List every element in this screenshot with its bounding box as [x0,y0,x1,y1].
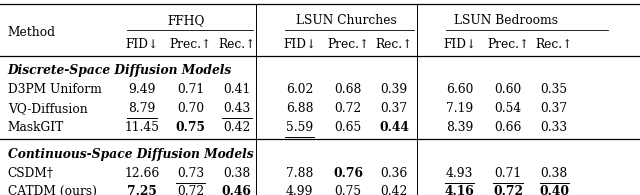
Text: 0.72: 0.72 [335,102,362,115]
Text: Rec.↑: Rec.↑ [376,38,413,51]
Text: FID↓: FID↓ [283,38,316,51]
Text: FID↓: FID↓ [443,38,476,51]
Text: 9.49: 9.49 [129,83,156,96]
Text: 0.75: 0.75 [335,185,362,195]
Text: D3PM Uniform: D3PM Uniform [8,83,102,96]
Text: 6.60: 6.60 [446,83,473,96]
Text: 0.60: 0.60 [495,83,522,96]
Text: 8.39: 8.39 [446,121,473,134]
Text: 0.46: 0.46 [222,185,252,195]
Text: 0.38: 0.38 [223,167,250,180]
Text: 8.79: 8.79 [129,102,156,115]
Text: 11.45: 11.45 [125,121,159,134]
Text: MaskGIT: MaskGIT [8,121,64,134]
Text: CATDM (ours): CATDM (ours) [8,185,97,195]
Text: 0.43: 0.43 [223,102,250,115]
Text: 0.42: 0.42 [381,185,408,195]
Text: Prec.↑: Prec.↑ [487,38,529,51]
Text: 0.75: 0.75 [176,121,205,134]
Text: 0.39: 0.39 [381,83,408,96]
Text: 0.66: 0.66 [495,121,522,134]
Text: VQ-Diffusion: VQ-Diffusion [8,102,88,115]
Text: LSUN Churches: LSUN Churches [296,14,397,27]
Text: 0.73: 0.73 [177,167,204,180]
Text: 0.37: 0.37 [381,102,408,115]
Text: 0.41: 0.41 [223,83,250,96]
Text: 4.93: 4.93 [446,167,473,180]
Text: LSUN Bedrooms: LSUN Bedrooms [454,14,558,27]
Text: 0.72: 0.72 [493,185,523,195]
Text: 7.88: 7.88 [286,167,313,180]
Text: 0.37: 0.37 [541,102,568,115]
Text: 7.25: 7.25 [127,185,157,195]
Text: 0.70: 0.70 [177,102,204,115]
Text: 0.71: 0.71 [495,167,522,180]
Text: Discrete-Space Diffusion Models: Discrete-Space Diffusion Models [8,64,232,77]
Text: Prec.↑: Prec.↑ [170,38,212,51]
Text: 0.72: 0.72 [177,185,204,195]
Text: 5.59: 5.59 [286,121,313,134]
Text: 0.38: 0.38 [541,167,568,180]
Text: Rec.↑: Rec.↑ [218,38,255,51]
Text: 0.42: 0.42 [223,121,250,134]
Text: 0.44: 0.44 [380,121,409,134]
Text: 0.68: 0.68 [335,83,362,96]
Text: FID↓: FID↓ [125,38,159,51]
Text: 4.16: 4.16 [445,185,474,195]
Text: FFHQ: FFHQ [168,14,205,27]
Text: Prec.↑: Prec.↑ [327,38,369,51]
Text: Rec.↑: Rec.↑ [536,38,573,51]
Text: Method: Method [8,26,56,39]
Text: 0.71: 0.71 [177,83,204,96]
Text: 7.19: 7.19 [446,102,473,115]
Text: 0.40: 0.40 [540,185,569,195]
Text: 4.99: 4.99 [286,185,313,195]
Text: 12.66: 12.66 [124,167,160,180]
Text: 6.88: 6.88 [286,102,313,115]
Text: 0.54: 0.54 [495,102,522,115]
Text: 0.35: 0.35 [541,83,568,96]
Text: CSDM†: CSDM† [8,167,54,180]
Text: 6.02: 6.02 [286,83,313,96]
Text: 0.33: 0.33 [541,121,568,134]
Text: 0.76: 0.76 [333,167,363,180]
Text: 0.36: 0.36 [381,167,408,180]
Text: Continuous-Space Diffusion Models: Continuous-Space Diffusion Models [8,148,253,161]
Text: 0.65: 0.65 [335,121,362,134]
